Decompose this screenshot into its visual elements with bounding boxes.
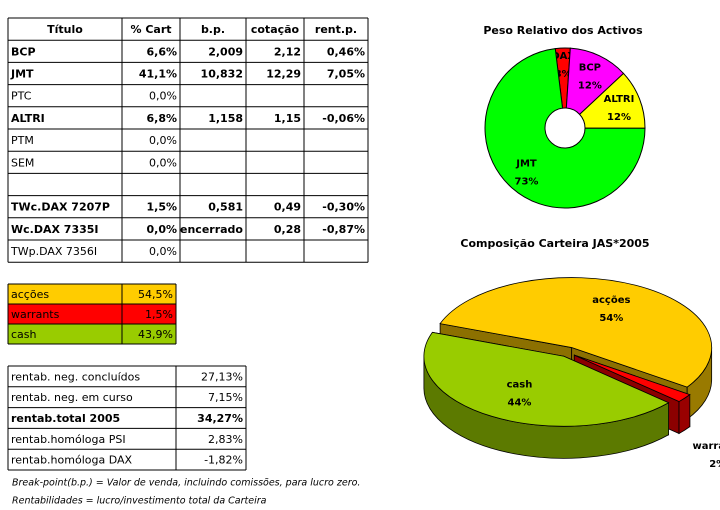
- cell-fill: [8, 304, 176, 324]
- note: Break-point(b.p.) = Valor de venda, incl…: [12, 478, 360, 489]
- cell-text: -0,06%: [322, 112, 365, 125]
- cell-text: cotação: [251, 23, 300, 36]
- cell-text: 0,0%: [149, 90, 177, 103]
- cell-text: 7,15%: [208, 391, 243, 404]
- chart-title: Composição Carteira JAS*2005: [460, 237, 649, 250]
- cell-text: 10,832: [201, 68, 243, 81]
- cell-text: 2,009: [208, 45, 243, 58]
- cell-text: b.p.: [201, 23, 225, 36]
- slice-value: 3%: [555, 69, 572, 80]
- slice-value: 12%: [607, 112, 631, 123]
- donut-slice: [484, 48, 646, 209]
- cell-text: 1,5%: [146, 201, 177, 214]
- cell-text: 0,49: [274, 201, 301, 214]
- cell-text: 7,05%: [327, 68, 365, 81]
- cell-text: 6,8%: [146, 112, 177, 125]
- cell-text: 0,28: [274, 223, 301, 236]
- pie-tops: [423, 277, 713, 427]
- cell-text: Título: [47, 23, 83, 36]
- slice-label: JMT: [515, 158, 537, 169]
- slice-label: cash: [507, 380, 533, 391]
- cell-text: rentab.homóloga DAX: [11, 454, 133, 467]
- slice-label: BCP: [579, 63, 601, 74]
- cell-text: Wc.DAX 7335I: [11, 223, 99, 236]
- cell-text: 54,5%: [138, 288, 173, 301]
- slice-value: 54%: [599, 313, 623, 324]
- slice-value: 73%: [515, 176, 539, 187]
- pie-slice: [439, 277, 713, 388]
- cell-text: 6,6%: [146, 45, 177, 58]
- cell-text: PTC: [11, 90, 32, 103]
- cell-text: 2,12: [274, 45, 301, 58]
- slice-label: DAX: [551, 51, 575, 62]
- cell-text: encerrado: [180, 223, 243, 236]
- cell-text: 1,15: [274, 112, 301, 125]
- cell-text: 27,13%: [201, 370, 243, 383]
- cell-text: 43,9%: [138, 328, 173, 341]
- note: Rentabilidades = lucro/investimento tota…: [12, 496, 267, 507]
- pie-slice: [423, 331, 670, 427]
- cell-text: JMT: [10, 68, 34, 81]
- cell-text: SEM: [11, 156, 34, 169]
- cell-text: 0,0%: [149, 245, 177, 258]
- cell-fill: [8, 284, 176, 304]
- cell-text: cash: [11, 328, 37, 341]
- cell-text: rent.p.: [315, 23, 357, 36]
- cell-text: 0,0%: [149, 156, 177, 169]
- cell-text: -0,30%: [322, 201, 365, 214]
- cell-text: 41,1%: [139, 68, 177, 81]
- slice-value: 12%: [578, 81, 602, 92]
- cell-text: rentab. neg. em curso: [11, 391, 133, 404]
- cell-text: -1,82%: [204, 454, 243, 467]
- cell-text: TWp.DAX 7356I: [10, 245, 97, 258]
- pie-slice: [574, 354, 691, 402]
- cell-text: 2,83%: [208, 433, 243, 446]
- cell-text: PTM: [11, 134, 34, 147]
- cell-text: BCP: [11, 45, 36, 58]
- cell-text: 34,27%: [197, 412, 243, 425]
- chart-title: Peso Relativo dos Activos: [483, 24, 643, 37]
- slice-value: 44%: [507, 398, 531, 409]
- cell-text: rentab.total 2005: [11, 412, 120, 425]
- cell-text: % Cart: [130, 23, 171, 36]
- cell-text: 1,158: [208, 112, 243, 125]
- cell-text: 0,46%: [327, 45, 365, 58]
- cell-text: 1,5%: [145, 308, 173, 321]
- cell-text: warrants: [11, 308, 60, 321]
- cell-text: rentab.homóloga PSI: [11, 433, 126, 446]
- cell-text: 12,29: [266, 68, 301, 81]
- cell-text: TWc.DAX 7207P: [11, 201, 110, 214]
- cell-text: 0,0%: [146, 223, 177, 236]
- cell-text: 0,581: [208, 201, 243, 214]
- slice-label: warrants: [692, 441, 720, 452]
- slice-label: ALTRI: [604, 94, 635, 105]
- slice-label: acções: [592, 295, 630, 306]
- cell-text: -0,87%: [322, 223, 365, 236]
- cell-fill: [8, 324, 176, 344]
- cell-text: rentab. neg. concluídos: [11, 370, 140, 383]
- cell-text: ALTRI: [11, 112, 45, 125]
- cell-text: acções: [11, 288, 49, 301]
- cell-text: 0,0%: [149, 134, 177, 147]
- slice-value: 2%: [709, 459, 720, 470]
